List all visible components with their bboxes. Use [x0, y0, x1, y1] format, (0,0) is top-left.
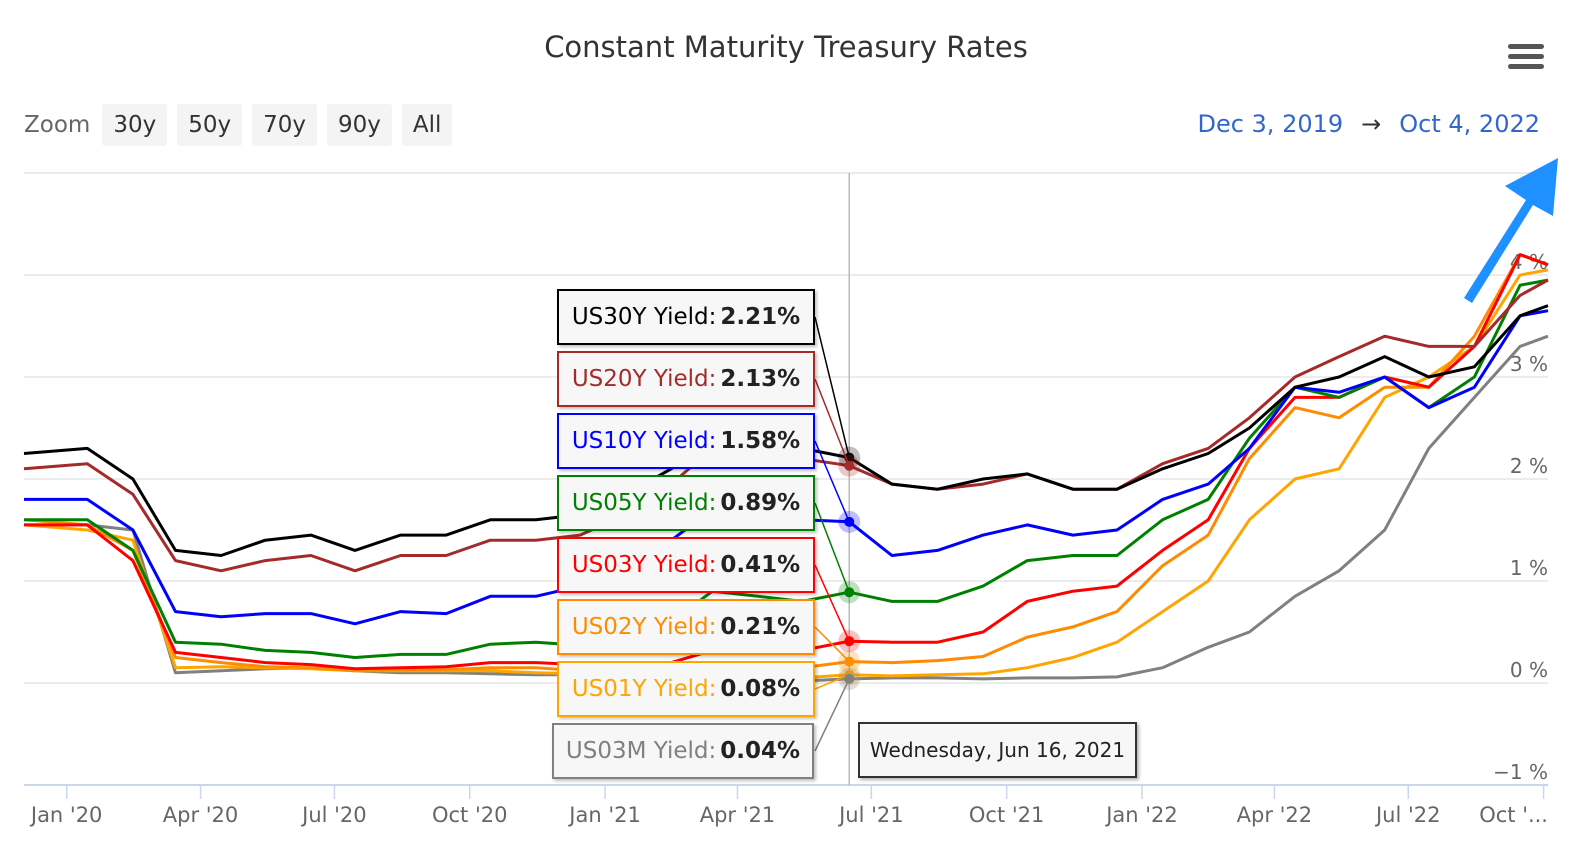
y-tick-label: 3 % — [1510, 352, 1548, 376]
x-tick-label: Apr '22 — [1237, 803, 1313, 827]
x-tick-label: Jul '22 — [1374, 803, 1441, 827]
tooltip-value: 1.58% — [720, 428, 801, 454]
range-arrow: → — [1361, 110, 1382, 138]
tooltip-connector — [814, 564, 850, 642]
tooltip-value: 0.21% — [720, 614, 801, 640]
hamburger-menu-icon[interactable] — [1508, 44, 1544, 74]
tooltip-value: 0.04% — [720, 738, 801, 764]
tooltip-label: US01Y Yield — [571, 676, 709, 702]
tooltip-connector — [814, 378, 850, 467]
tooltip-item-us01y: US01Y Yield:0.08% — [557, 661, 815, 717]
hover-marker — [844, 673, 855, 684]
y-tick-label: −1 % — [1493, 760, 1548, 784]
tooltip-label: US20Y Yield — [571, 366, 709, 392]
tooltip-item-us10y: US10Y Yield:1.58% — [557, 413, 815, 469]
zoom-90y-button[interactable]: 90y — [326, 104, 392, 146]
tooltip-label: US10Y Yield — [571, 428, 709, 454]
tooltip-value: 2.21% — [720, 304, 801, 330]
tooltip-connector — [814, 502, 850, 593]
tooltip-connector — [814, 316, 850, 458]
tooltip-label: US03M Yield — [565, 738, 709, 764]
zoom-50y-button[interactable]: 50y — [177, 104, 243, 146]
x-tick-label: Jan '20 — [29, 803, 103, 827]
tooltip-value: 0.41% — [720, 552, 801, 578]
zoom-30y-button[interactable]: 30y — [102, 104, 168, 146]
hover-marker — [844, 656, 855, 667]
zoom-label: Zoom — [24, 112, 91, 138]
arrow-up-right-icon — [1464, 158, 1558, 303]
zoom-controls: Zoom 30y 50y 70y 90y All — [24, 104, 453, 146]
range-to-input[interactable]: Oct 4, 2022 — [1399, 110, 1540, 138]
date-range: Dec 3, 2019 → Oct 4, 2022 — [1197, 110, 1540, 138]
tooltip-connector — [814, 440, 850, 523]
tooltip-value: 0.89% — [720, 490, 801, 516]
tooltip-date: Wednesday, Jun 16, 2021 — [858, 722, 1137, 778]
tooltip-value: 2.13% — [720, 366, 801, 392]
tooltip-value: 0.08% — [720, 676, 801, 702]
x-tick-label: Jan '22 — [1104, 803, 1178, 827]
tooltip-label: US30Y Yield — [571, 304, 709, 330]
y-tick-label: 2 % — [1510, 454, 1548, 478]
zoom-all-button[interactable]: All — [401, 104, 453, 146]
x-tick-label: Apr '21 — [700, 803, 776, 827]
y-tick-label: 1 % — [1510, 556, 1548, 580]
y-tick-label: 0 % — [1510, 658, 1548, 682]
tooltip-label: US03Y Yield — [571, 552, 709, 578]
hover-marker — [844, 460, 855, 471]
tooltip-item-us05y: US05Y Yield:0.89% — [557, 475, 815, 531]
tooltip-connector — [814, 674, 850, 690]
tooltip-item-us03y: US03Y Yield:0.41% — [557, 537, 815, 593]
tooltip-label: US02Y Yield — [571, 614, 709, 640]
hover-marker — [844, 587, 855, 598]
x-tick-label: Jul '21 — [837, 803, 904, 827]
tooltip-item-us30y: US30Y Yield:2.21% — [557, 289, 815, 345]
x-tick-label: Apr '20 — [163, 803, 239, 827]
x-tick-label: Oct '... — [1479, 803, 1548, 827]
tooltip-connector — [814, 626, 850, 663]
tooltip-item-us03m: US03M Yield:0.04% — [552, 723, 814, 779]
tooltip-item-us20y: US20Y Yield:2.13% — [557, 351, 815, 407]
zoom-70y-button[interactable]: 70y — [252, 104, 317, 146]
x-tick-label: Oct '21 — [969, 803, 1044, 827]
range-from-input[interactable]: Dec 3, 2019 — [1197, 110, 1344, 138]
tooltip-item-us02y: US02Y Yield:0.21% — [557, 599, 815, 655]
tooltip-connector — [814, 678, 850, 752]
hover-marker — [844, 516, 855, 527]
hover-marker — [844, 636, 855, 647]
x-tick-label: Jul '20 — [300, 803, 367, 827]
tooltip-label: US05Y Yield — [571, 490, 709, 516]
x-tick-label: Oct '20 — [432, 803, 507, 827]
x-tick-label: Jan '21 — [567, 803, 641, 827]
chart-title: Constant Maturity Treasury Rates — [544, 30, 1028, 64]
